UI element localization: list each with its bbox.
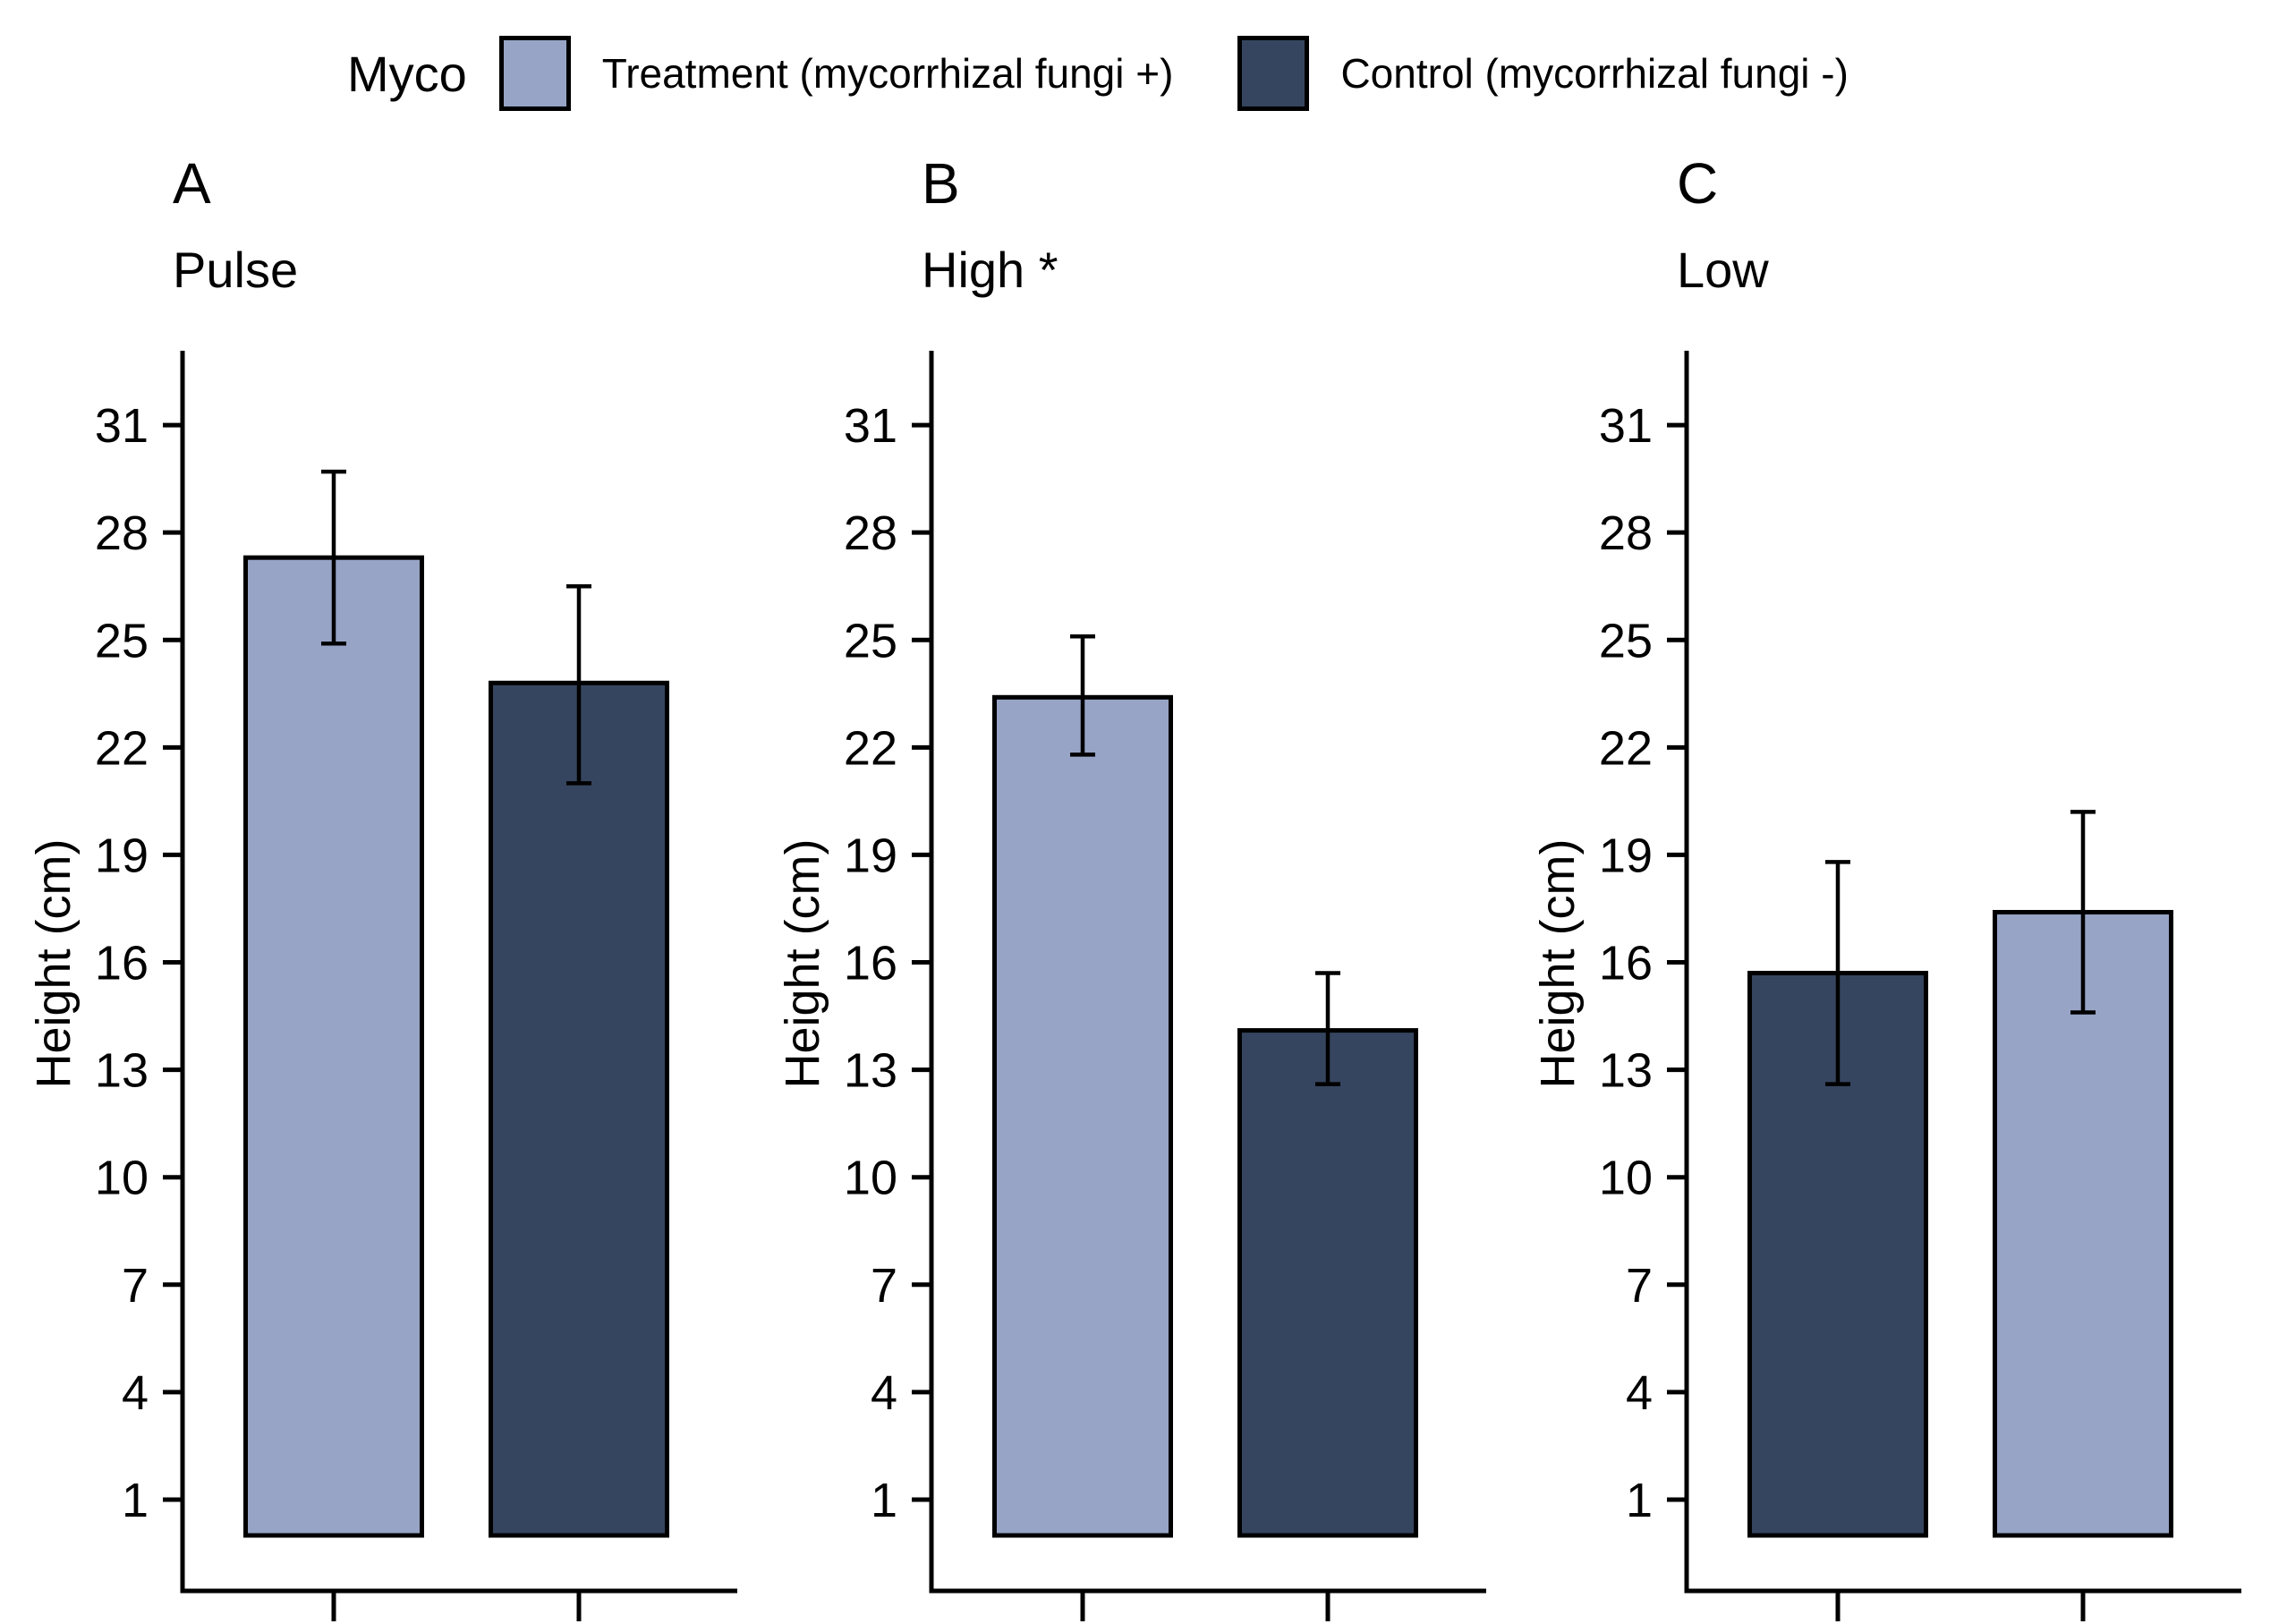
- y-tick-label: 19: [844, 829, 897, 882]
- bar-a-2: [489, 680, 669, 1538]
- y-tick-label: 13: [95, 1044, 149, 1098]
- y-tick-label: 19: [95, 829, 149, 882]
- bar-a-1: [243, 555, 424, 1538]
- panel-b-subtitle: High *: [922, 242, 1058, 298]
- y-tick-label: 28: [95, 506, 149, 560]
- y-tick-label: 25: [1599, 614, 1653, 667]
- y-tick-label: 7: [871, 1259, 897, 1313]
- y-tick-label: 25: [95, 614, 149, 667]
- panel-b-letter: B: [922, 151, 960, 216]
- legend: Myco Treatment (mycorrhizal fungi +) Con…: [347, 32, 1849, 115]
- y-tick-label: 4: [1626, 1366, 1653, 1420]
- y-tick-label: 1: [122, 1474, 149, 1527]
- y-tick-label: 16: [844, 937, 897, 991]
- panel-c-plot: 1 4 7 10 13 16 19 22 25 28 31: [1599, 351, 2241, 1621]
- y-tick-label: 31: [1599, 399, 1653, 453]
- y-tick-label: 31: [95, 399, 149, 453]
- panel-a-letter: A: [173, 151, 211, 216]
- y-tick-label: 22: [95, 721, 149, 775]
- panel-c-letter: C: [1677, 151, 1719, 216]
- legend-label-treatment: Treatment (mycorrhizal fungi +): [601, 50, 1174, 97]
- y-tick-label: 25: [844, 614, 897, 667]
- panel-a-header: A Pulse: [173, 150, 298, 299]
- y-tick-label: 31: [844, 399, 897, 453]
- panel-a-subtitle: Pulse: [173, 242, 299, 298]
- y-tick-label: 13: [1599, 1044, 1653, 1098]
- panel-a-plot: 1 4 7 10 13 16 19 22 25 28 31: [95, 351, 737, 1621]
- y-tick-label: 28: [844, 506, 897, 560]
- y-tick-label: 10: [95, 1152, 149, 1205]
- legend-label-control: Control (mycorrhizal fungi -): [1340, 50, 1849, 97]
- panel-c-subtitle: Low: [1677, 242, 1769, 298]
- y-tick-label: 22: [844, 721, 897, 775]
- legend-item-treatment: Treatment (mycorrhizal fungi +): [498, 36, 1174, 111]
- y-tick-label: 4: [871, 1366, 897, 1420]
- y-tick-label: 19: [1599, 829, 1653, 882]
- y-tick-label: 1: [1626, 1474, 1653, 1527]
- y-tick-label: 1: [871, 1474, 897, 1527]
- panel-b-plot: 1 4 7 10 13 16 19 22 25 28 31: [844, 351, 1486, 1621]
- panel-c-header: C Low: [1677, 150, 1769, 299]
- y-tick-label: 10: [844, 1152, 897, 1205]
- y-tick-label: 16: [95, 937, 149, 991]
- y-tick-label: 4: [122, 1366, 149, 1420]
- y-tick-label: 16: [1599, 937, 1653, 991]
- legend-item-control: Control (mycorrhizal fungi -): [1237, 36, 1849, 111]
- y-tick-label: 22: [1599, 721, 1653, 775]
- y-tick-label: 7: [1626, 1259, 1653, 1313]
- legend-title: Myco: [347, 45, 467, 102]
- treatment-swatch-icon: [498, 36, 571, 111]
- y-tick-label: 7: [122, 1259, 149, 1313]
- y-tick-label: 28: [1599, 506, 1653, 560]
- control-swatch-icon: [1237, 36, 1310, 111]
- bar-b-1: [992, 694, 1173, 1538]
- panel-b-header: B High *: [922, 150, 1058, 299]
- y-tick-label: 10: [1599, 1152, 1653, 1205]
- y-tick-label: 13: [844, 1044, 897, 1098]
- bar-b-2: [1237, 1028, 1418, 1538]
